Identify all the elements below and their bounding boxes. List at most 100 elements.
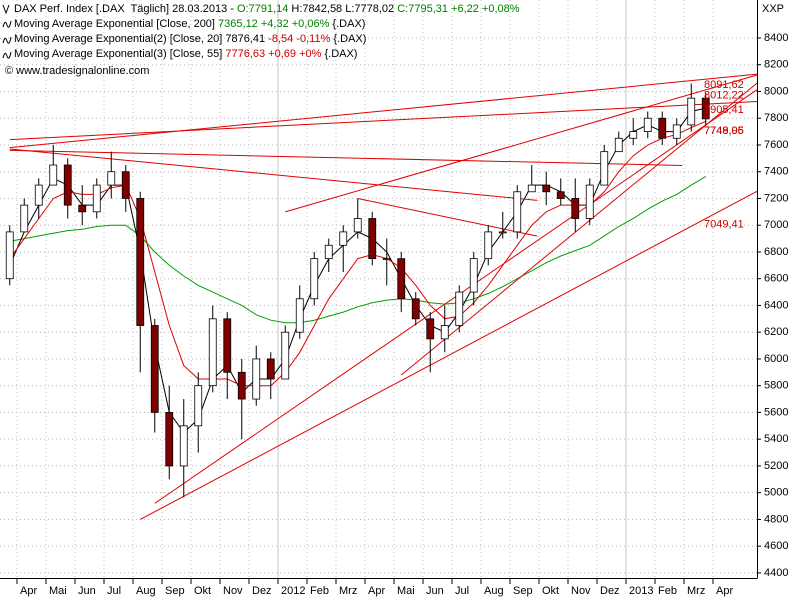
x-tick-label: Mai [49,585,67,597]
source: © www.tradesignalonline.com [5,65,149,77]
y-tick-label: 7600 [764,139,788,151]
candle-body [63,164,72,206]
marks [5,73,758,520]
legend-value: {.DAX) [321,48,357,60]
x-tick-label: Dez [600,585,620,597]
y-tick-label: 5600 [764,406,788,418]
x-tick-label: 2012 [281,585,305,597]
header-part: DAX Perf. Index [.DAX Täglich] 28.03.201… [14,3,237,15]
candle-body [672,124,681,139]
y-tick-label: 6200 [764,326,788,338]
x-tick-label: 2013 [629,585,653,597]
candle-body [179,425,188,467]
trendline [9,148,538,201]
x-tick-label: Apr [716,585,733,597]
candle-body [455,291,464,326]
x-tick-label: Mrz [339,585,357,597]
legend-name: Moving Average Exponential(2) [Close, 20… [14,33,222,45]
candle-body [20,204,29,233]
y-tick-label: 4600 [764,540,788,552]
y-tick-label: 7800 [764,112,788,124]
y-tick-label: 7000 [764,219,788,231]
candle-body [34,184,43,206]
y-tick-label: 7200 [764,192,788,204]
candle-body [701,97,710,120]
trendline-label: 7049,41 [704,219,744,231]
legend-entry: Moving Average Exponential(3) [Close, 55… [14,48,357,60]
icon [2,51,12,59]
legend-name: Moving Average Exponential [Close, 200] [14,18,215,30]
candle-body [629,131,638,139]
y-tick-label: 5200 [764,460,788,472]
trendline-label: 8091,62 [704,79,744,91]
y-tick-label: 4800 [764,513,788,525]
y-tick-label: 5400 [764,433,788,445]
candle-body [484,231,493,260]
candle-body [92,184,101,213]
y-tick-label: 8400 [764,32,788,44]
x-tick-label: Aug [136,585,156,597]
x-tick-label: Okt [542,585,559,597]
y-tick-label: 6000 [764,353,788,365]
candle-body [150,325,159,413]
candle-body [107,171,116,186]
icon [2,20,12,28]
candle-body [368,218,377,260]
trendline-label: 7748,06 [704,125,744,137]
candle-body [281,331,290,380]
candle-body [49,164,58,186]
candle-body [498,231,507,234]
trendline [357,197,538,237]
candle-body [5,231,14,280]
icon [2,4,10,15]
candle-body [324,244,333,260]
trendline [9,73,758,149]
x-tick-label: Jul [455,585,469,597]
candle-body [353,218,362,233]
header-part: H:7842,58 L:7778,02 [288,3,397,15]
header: DAX Perf. Index [.DAX Täglich] 28.03.201… [2,3,520,77]
legend-name: Moving Average Exponential(3) [Close, 55… [14,48,222,60]
candle-body [382,258,391,261]
legend-value: 7365,12 +4,32 +0,06% [215,18,330,30]
x-tick-label: Jun [426,585,444,597]
candle-body [223,318,232,373]
x-tick-label: Nov [223,585,243,597]
candle-body [339,231,348,246]
trendline [140,190,758,520]
x-tick-label: Apr [20,585,37,597]
y-tick-label: 6600 [764,273,788,285]
candle-body [310,258,319,300]
y-tick-label: 6800 [764,246,788,258]
candle-body [121,171,130,199]
candle-body [295,298,304,333]
trendline-label: 8012,22 [704,90,744,102]
grid [0,0,757,578]
x-tick-label: Aug [484,585,504,597]
candle-body [440,325,449,340]
candle-body [542,184,551,193]
header-part: O:7791,14 [237,3,288,15]
candle-body [194,385,203,427]
y-tick-label: 6400 [764,299,788,311]
ema-line [9,175,707,324]
x-tick-label: Jul [107,585,121,597]
trendline-label: 7905,41 [704,104,744,116]
candle-body [600,151,609,186]
candle-body [252,358,261,400]
candle-body [136,198,145,326]
legend-entry: Moving Average Exponential(2) [Close, 20… [14,33,366,45]
candle-body [165,412,174,467]
candle-body [469,258,478,293]
x-tick-label: Sep [165,585,185,597]
header-line: DAX Perf. Index [.DAX Täglich] 28.03.201… [14,3,520,15]
candle-body [78,204,87,213]
candle-body [687,97,696,126]
y-tick-label: 5800 [764,380,788,392]
legend-value: {.DAX) [329,18,365,30]
y-tick-label: 8000 [764,85,788,97]
candle-body [571,198,580,219]
